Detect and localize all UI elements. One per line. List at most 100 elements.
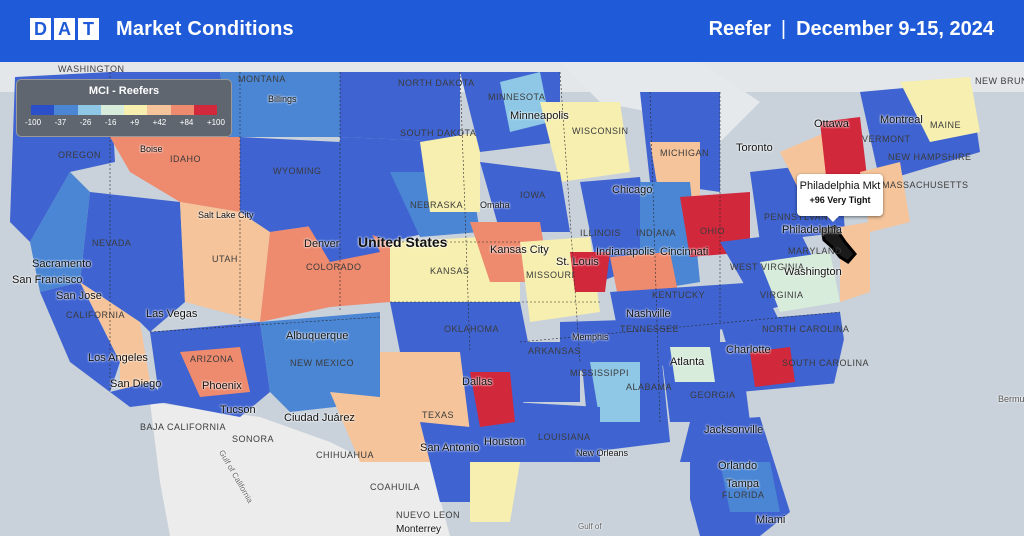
state-label: VERMONT (862, 134, 911, 144)
state-label: NORTH DAKOTA (398, 78, 475, 88)
city-label: Tampa (726, 478, 760, 490)
water-label: Gulf of (578, 522, 602, 531)
city-label: Sacramento (32, 258, 92, 270)
legend-swatch (31, 105, 55, 115)
city-label: Monterrey (396, 524, 442, 535)
city-label: Philadelphia (782, 224, 842, 236)
state-label: ALABAMA (626, 382, 673, 392)
state-label: SOUTH DAKOTA (400, 128, 477, 138)
legend-tick: +9 (129, 118, 140, 127)
state-label: NEBRASKA (410, 200, 464, 210)
city-label: Miami (756, 514, 786, 526)
legend-swatch (124, 105, 148, 115)
country-label: United States (358, 234, 448, 250)
city-label: Ciudad Juárez (284, 412, 355, 424)
market-tooltip: Philadelphia Mkt +96 Very Tight (797, 174, 883, 222)
city-label: Memphis (572, 332, 609, 342)
state-label: CALIFORNIA (66, 310, 126, 320)
legend-tick: -100 (25, 118, 42, 127)
state-label: WASHINGTON (58, 64, 125, 74)
state-label: LOUISIANA (538, 432, 591, 442)
city-label: Jacksonville (704, 424, 764, 436)
state-label: ARIZONA (190, 354, 234, 364)
state-label: MINNESOTA (488, 92, 546, 102)
state-label: MASSACHUSETTS (882, 180, 969, 190)
city-label: Tucson (220, 404, 256, 416)
state-label: IOWA (520, 190, 546, 200)
state-label: COLORADO (306, 262, 362, 272)
city-label: Orlando (718, 460, 758, 472)
legend-ticks: -100 -37 -26 -16 +9 +42 +84 +100 (25, 118, 225, 127)
island-label: Bermu (998, 394, 1024, 404)
tooltip-market-value: +96 Very Tight (809, 195, 871, 205)
map-canvas (0, 62, 1024, 536)
state-label: IDAHO (170, 154, 202, 164)
state-label: OHIO (700, 226, 726, 236)
dat-logo: D A T (30, 18, 99, 40)
legend-title: MCI - Reefers (88, 85, 160, 97)
legend-tick: -16 (104, 118, 117, 127)
city-label: Salt Lake City (198, 210, 254, 220)
legend-swatch (54, 105, 78, 115)
state-label: NUEVO LEON (396, 510, 461, 520)
page-title: Market Conditions (116, 18, 294, 40)
legend-tick: -26 (79, 118, 92, 127)
city-label: Indianapolis (596, 246, 655, 258)
state-label: MARYLAND (788, 246, 842, 256)
legend-color-scale (31, 105, 217, 115)
city-label: San Diego (110, 378, 162, 390)
city-label: Nashville (626, 308, 671, 320)
city-label: Washington (784, 266, 842, 278)
state-label: OKLAHOMA (444, 324, 500, 334)
state-label: FLORIDA (722, 490, 765, 500)
city-label: Montreal (880, 114, 923, 126)
city-label: Chicago (612, 184, 653, 196)
state-label: WEST VIRGINIA (730, 262, 805, 272)
state-label: CHIHUAHUA (316, 450, 375, 460)
state-label: WISCONSIN (572, 126, 629, 136)
state-label: UTAH (212, 254, 238, 264)
state-label: TENNESSEE (620, 324, 680, 334)
city-label: New Orleans (576, 448, 629, 458)
legend-swatch (193, 105, 217, 115)
state-label: OREGON (58, 150, 102, 160)
legend-tick: +42 (152, 118, 167, 127)
legend-swatch (170, 105, 194, 115)
header-bar: D A T Market Conditions Reefer | December … (0, 0, 1024, 62)
state-label: SOUTH CAROLINA (782, 358, 870, 368)
date-range: December 9-15, 2024 (796, 18, 994, 40)
city-label: Phoenix (202, 380, 242, 392)
state-label: PENNSYLVANIA (764, 212, 838, 222)
state-label: ARKANSAS (528, 346, 582, 356)
state-label: NORTH CAROLINA (762, 324, 850, 334)
city-label: St. Louis (556, 256, 599, 268)
state-label: MISSOURI (526, 270, 575, 280)
logo-letter-a: A (54, 18, 75, 40)
legend-tick: -37 (54, 118, 67, 127)
state-label: COAHUILA (370, 482, 421, 492)
state-label: VIRGINIA (760, 290, 804, 300)
city-label: Charlotte (726, 344, 771, 356)
city-label: Atlanta (670, 356, 705, 368)
state-label: MISSISSIPPI (570, 368, 630, 378)
logo-letter-d: D (30, 18, 51, 40)
city-label: Las Vegas (146, 308, 198, 320)
market-map[interactable]: WASHINGTON MONTANA NORTH DAKOTA MINNESOT… (0, 62, 1024, 536)
city-label: Cincinnati (660, 246, 709, 258)
state-label: NEW MEXICO (290, 358, 355, 368)
legend-swatch (100, 105, 124, 115)
city-label: Minneapolis (510, 110, 569, 122)
city-label: Denver (304, 238, 340, 250)
title-separator: | (780, 18, 787, 40)
report-info: Reefer | December 9-15, 2024 (709, 18, 994, 41)
city-label: Toronto (736, 142, 773, 154)
state-label: NEVADA (92, 238, 132, 248)
city-label: San Francisco (12, 274, 83, 286)
city-label: Dallas (462, 376, 493, 388)
state-label: TEXAS (422, 410, 455, 420)
state-label: KENTUCKY (652, 290, 706, 300)
city-label: Ottawa (814, 118, 849, 130)
state-label: GEORGIA (690, 390, 736, 400)
state-label: BAJA CALIFORNIA (140, 422, 227, 432)
city-label: Albuquerque (286, 330, 349, 342)
